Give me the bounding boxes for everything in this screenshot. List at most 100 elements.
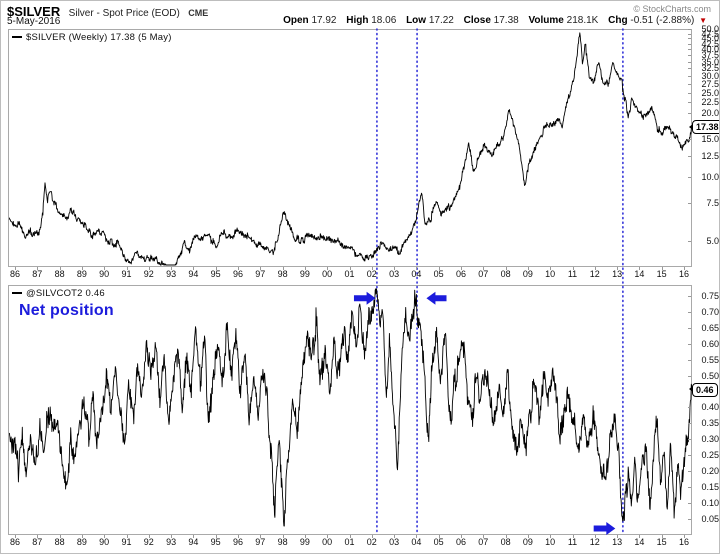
price-legend-text: $SILVER (Weekly) 17.38 (5 May) — [26, 32, 172, 43]
price-current-value-tag: 17.38 — [689, 120, 719, 135]
y-axis-tick — [688, 455, 691, 456]
x-axis-label: 04 — [411, 269, 422, 279]
y-axis-label: 15.0 — [701, 134, 719, 145]
y-axis-label: 0.50 — [701, 370, 719, 381]
cot-current-value-tag: 0.46 — [689, 382, 718, 397]
y-axis-label: 40.0 — [701, 44, 719, 55]
x-axis-label: 89 — [76, 537, 87, 547]
y-axis-tick — [688, 312, 691, 314]
x-axis-tick — [193, 267, 195, 270]
chg-label: Chg — [608, 15, 628, 26]
y-axis-tick — [688, 423, 691, 425]
y-axis-tick — [688, 43, 691, 45]
x-axis-label: 09 — [522, 537, 533, 547]
y-axis-tick — [688, 139, 691, 141]
x-axis-tick — [661, 535, 663, 538]
x-axis-tick — [572, 535, 574, 538]
x-axis-label: 96 — [232, 537, 243, 547]
y-axis-label: 50.0 — [701, 23, 719, 34]
y-axis-tick — [688, 68, 691, 70]
x-axis-label: 00 — [322, 269, 333, 279]
x-axis-tick — [171, 267, 173, 270]
x-axis-label: 90 — [99, 269, 110, 279]
y-axis-label: 0.30 — [701, 434, 719, 445]
instrument-name: Silver - Spot Price (EOD) — [68, 8, 180, 19]
y-axis-label: 25.0 — [701, 87, 719, 98]
volume-value: 218.1K — [566, 15, 599, 26]
x-axis-label: 97 — [255, 537, 266, 547]
high-value: 18.06 — [371, 15, 397, 26]
x-axis-tick — [104, 267, 106, 270]
x-axis-tick — [594, 267, 596, 270]
y-axis-label: 0.75 — [701, 291, 719, 302]
y-axis-tick — [688, 407, 691, 409]
x-axis-label: 95 — [210, 537, 221, 547]
x-axis-label: 14 — [634, 269, 645, 279]
y-axis-label: 0.70 — [701, 307, 719, 318]
x-axis-label: 91 — [121, 269, 132, 279]
y-axis-tick — [688, 240, 691, 242]
x-axis-tick — [81, 267, 83, 270]
x-axis-label: 11 — [567, 269, 578, 279]
y-axis-label: 35.0 — [701, 56, 719, 67]
net-position-annotation: Net position — [19, 302, 114, 319]
x-axis-label: 97 — [255, 269, 266, 279]
x-axis-label: 00 — [322, 537, 333, 547]
x-axis-label: 99 — [299, 537, 310, 547]
x-axis-tick — [104, 535, 106, 538]
y-axis-label: 0.35 — [701, 418, 719, 429]
header: $SILVER Silver - Spot Price (EOD) CME — [7, 3, 208, 21]
y-axis-tick — [688, 375, 691, 377]
x-axis-tick — [15, 267, 16, 270]
open-label: Open — [283, 15, 309, 26]
x-axis-label: 14 — [634, 537, 645, 547]
x-axis-label: 02 — [366, 537, 377, 547]
x-axis-tick — [148, 267, 150, 270]
y-axis-label: 7.5 — [706, 198, 719, 209]
ticker-symbol: $SILVER — [7, 4, 61, 19]
x-axis-tick — [260, 267, 262, 270]
cot-series-swatch-icon — [12, 292, 22, 294]
x-axis-label: 01 — [344, 269, 355, 279]
x-axis-tick — [215, 267, 217, 270]
x-axis-tick — [438, 535, 440, 538]
x-axis-label: 94 — [188, 537, 199, 547]
x-axis-label: 88 — [54, 269, 65, 279]
y-axis-label: 0.55 — [701, 354, 719, 365]
x-axis-tick — [594, 535, 596, 538]
y-axis-label: 27.5 — [701, 78, 719, 89]
x-axis-tick — [238, 267, 239, 270]
x-axis-tick — [661, 267, 663, 270]
x-axis-tick — [684, 267, 685, 270]
y-axis-label: 5.0 — [706, 235, 719, 246]
x-axis-label: 07 — [478, 537, 489, 547]
y-axis-label: 0.65 — [701, 322, 719, 333]
y-axis-tick — [688, 102, 691, 104]
y-axis-tick — [688, 61, 691, 63]
volume-label: Volume — [528, 15, 564, 26]
x-axis-label: 13 — [612, 537, 623, 547]
y-axis-label: 20.0 — [701, 108, 719, 119]
x-axis-label: 86 — [9, 269, 20, 279]
x-axis-tick — [81, 535, 83, 538]
x-axis-tick — [527, 267, 529, 270]
x-axis-label: 89 — [76, 269, 87, 279]
x-axis-label: 08 — [500, 537, 511, 547]
x-axis-tick — [572, 267, 574, 270]
y-axis-label: 30.0 — [701, 70, 719, 81]
x-axis-label: 91 — [121, 537, 132, 547]
x-axis-label: 12 — [589, 269, 600, 279]
x-axis-tick — [327, 267, 329, 270]
y-axis-tick — [688, 486, 691, 488]
x-axis-tick — [371, 267, 373, 270]
y-axis-tick — [688, 156, 691, 158]
x-axis-label: 93 — [166, 269, 177, 279]
chart-date: 5-May-2016 — [7, 16, 61, 27]
x-axis-tick — [304, 267, 306, 270]
y-axis-tick — [688, 176, 691, 178]
y-axis-label: 42.5 — [701, 38, 719, 49]
y-axis-tick — [688, 296, 691, 298]
y-axis-label: 0.60 — [701, 338, 719, 349]
y-axis-tick — [688, 343, 691, 345]
x-axis-tick — [505, 267, 507, 270]
